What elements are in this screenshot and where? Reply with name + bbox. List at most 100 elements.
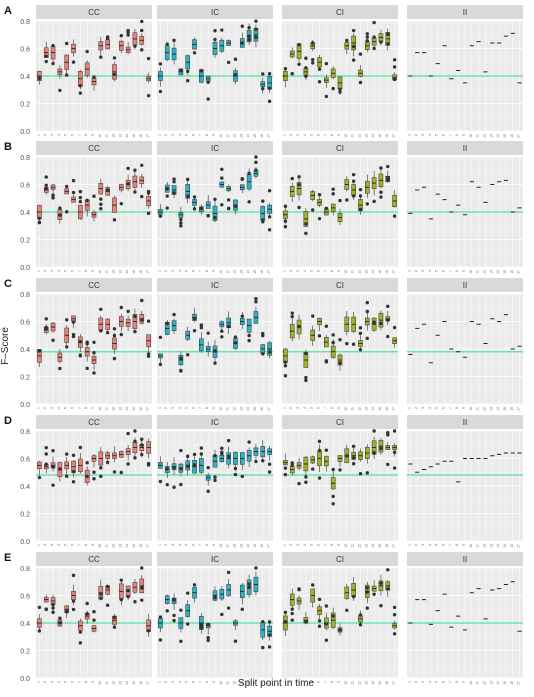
data-point (44, 59, 48, 64)
x-tick-label: 6 (71, 681, 75, 683)
x-tick-label: 14 (125, 544, 129, 548)
data-point (379, 446, 383, 451)
x-tick-label: 6 (317, 407, 321, 409)
facet-label: CI (336, 8, 344, 17)
data-point (165, 482, 169, 487)
data-point (338, 628, 342, 632)
data-point (261, 87, 265, 91)
data-point (304, 222, 308, 226)
x-tick-label: 6 (442, 134, 446, 136)
x-tick-label: 13 (239, 544, 243, 548)
data-point (213, 453, 217, 458)
data-point (146, 189, 151, 194)
x-tick-label: 11 (226, 134, 230, 138)
x-tick-label: 16 (385, 544, 389, 548)
x-tick-label: 3 (296, 681, 300, 683)
x-tick-label: 2 (164, 270, 168, 272)
data-point (358, 472, 363, 476)
data-point (119, 578, 123, 582)
data-point (372, 20, 376, 25)
x-tick-label: 3 (296, 407, 300, 409)
x-tick-label: 9 (91, 544, 95, 546)
data-point (206, 214, 210, 218)
data-point (247, 37, 251, 42)
facet-strip (407, 141, 523, 155)
facet-CC: CC1 2 3 4 5 6 7 8 9 10 11 12 13 14 15 16 17 (36, 5, 152, 138)
x-tick-label: 2 (414, 681, 418, 683)
data-point (290, 611, 294, 616)
x-tick-label: 6 (442, 270, 446, 272)
data-point (267, 188, 272, 193)
y-tick-label: 0.2 (20, 375, 30, 382)
x-tick-label: 3 (296, 134, 300, 136)
data-point (85, 461, 89, 465)
x-tick-label: 12 (111, 134, 115, 138)
data-point (254, 27, 258, 31)
data-point (206, 635, 210, 640)
facet-strip (157, 278, 273, 292)
y-tick-label: 0.6 (20, 183, 30, 190)
x-tick-label: 9 (91, 270, 95, 272)
data-point (233, 335, 238, 339)
data-point (365, 471, 369, 475)
x-tick-label: 1 (36, 544, 40, 546)
x-tick-label: 6 (317, 681, 321, 683)
x-tick-label: 5 (64, 134, 68, 136)
x-tick-label: 4 (178, 407, 182, 409)
data-point (51, 449, 55, 453)
data-point (37, 216, 42, 221)
x-tick-label: 1 (407, 407, 411, 409)
x-tick-label: 7 (448, 270, 452, 272)
x-tick-label: 13 (239, 681, 243, 685)
data-point (331, 340, 335, 345)
x-tick-label: 7 (77, 134, 81, 136)
x-tick-label: 16 (385, 134, 389, 138)
x-tick-label: 14 (246, 681, 250, 685)
data-point (146, 629, 151, 633)
data-point (85, 49, 89, 54)
data-point (324, 94, 329, 99)
data-point (317, 216, 322, 221)
x-tick-label: 16 (385, 407, 389, 411)
data-point (172, 312, 176, 317)
x-tick-label: 16 (510, 407, 514, 411)
x-tick-label: 10 (469, 544, 473, 548)
x-tick-label: 10 (344, 681, 348, 685)
x-tick-label: 17 (517, 407, 521, 411)
data-point (247, 440, 251, 444)
data-point (345, 341, 349, 346)
x-tick-label: 7 (448, 681, 452, 683)
data-point (220, 167, 224, 171)
data-point (304, 480, 308, 484)
x-tick-label: 15 (378, 544, 382, 548)
data-point (233, 341, 238, 345)
x-tick-label: 4 (178, 544, 182, 546)
data-point (206, 97, 210, 101)
facet-strip (36, 278, 152, 292)
facet-label: IC (211, 281, 219, 290)
data-point (112, 333, 117, 338)
x-tick-label: 9 (337, 681, 341, 683)
x-tick-label: 8 (205, 134, 209, 136)
x-tick-label: 4 (303, 134, 307, 136)
x-tick-label: 15 (253, 544, 257, 548)
y-tick-label: 0.0 (20, 265, 30, 272)
data-point (372, 46, 376, 51)
x-tick-label: 12 (357, 407, 361, 411)
data-point (372, 35, 376, 39)
data-point (133, 429, 137, 433)
x-tick-label: 9 (462, 134, 466, 136)
x-tick-label: 12 (482, 134, 486, 138)
x-tick-label: 15 (253, 407, 257, 411)
facet-label: CI (336, 555, 344, 564)
data-point (58, 213, 62, 217)
data-point (71, 469, 76, 474)
data-point (386, 568, 390, 572)
data-point (254, 19, 258, 23)
x-tick-label: 16 (139, 681, 143, 685)
data-point (226, 198, 231, 202)
x-tick-label: 10 (219, 407, 223, 411)
data-point (140, 19, 144, 24)
data-point (247, 171, 251, 176)
